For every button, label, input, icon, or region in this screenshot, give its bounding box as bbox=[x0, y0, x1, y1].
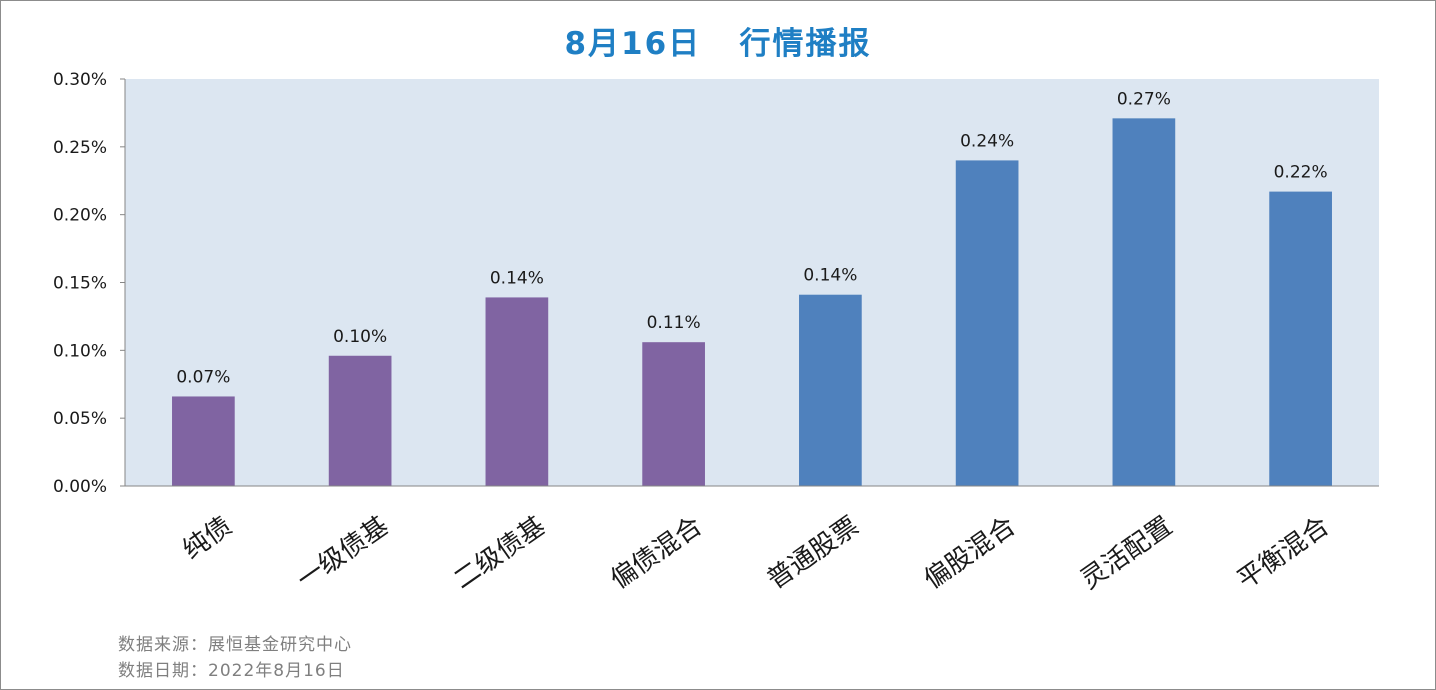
data-label: 0.14% bbox=[803, 266, 857, 286]
y-tick-label: 0.15% bbox=[53, 274, 107, 294]
bar bbox=[328, 355, 392, 486]
bar bbox=[799, 294, 862, 486]
data-label: 0.07% bbox=[176, 367, 230, 387]
data-label: 0.10% bbox=[333, 327, 387, 347]
category-label: 偏股混合 bbox=[919, 511, 1021, 595]
bar bbox=[955, 160, 1019, 486]
y-tick-label: 0.05% bbox=[53, 409, 107, 429]
y-tick-label: 0.25% bbox=[53, 138, 107, 158]
bar bbox=[642, 342, 705, 486]
data-source: 数据来源：展恒基金研究中心 bbox=[118, 635, 352, 655]
bar bbox=[1269, 191, 1332, 486]
data-date: 数据日期：2022年8月16日 bbox=[118, 661, 345, 681]
category-label: 普通股票 bbox=[762, 511, 864, 595]
category-label: 一级债基 bbox=[292, 511, 394, 595]
category-label: 二级债基 bbox=[448, 511, 550, 595]
category-label: 偏债混合 bbox=[605, 511, 707, 595]
y-tick-label: 0.00% bbox=[53, 477, 107, 497]
data-label: 0.14% bbox=[490, 268, 544, 288]
title-date: 8月16日 bbox=[564, 26, 702, 62]
data-label: 0.27% bbox=[1117, 89, 1171, 109]
bar bbox=[485, 297, 549, 486]
chart-title: 8月16日 行情播报 bbox=[0, 18, 1436, 63]
plot-area bbox=[125, 79, 1379, 486]
category-label: 纯债 bbox=[178, 511, 238, 565]
y-tick-label: 0.10% bbox=[53, 341, 107, 361]
category-label: 平衡混合 bbox=[1232, 511, 1334, 595]
data-label: 0.24% bbox=[960, 131, 1014, 151]
title-text: 行情播报 bbox=[739, 26, 872, 62]
bar bbox=[1112, 118, 1176, 487]
data-label: 0.11% bbox=[647, 313, 701, 333]
y-tick-label: 0.30% bbox=[53, 70, 107, 90]
y-tick-label: 0.20% bbox=[53, 206, 107, 226]
category-label: 灵活配置 bbox=[1075, 511, 1177, 595]
bar bbox=[172, 396, 235, 486]
data-label: 0.22% bbox=[1274, 163, 1328, 183]
